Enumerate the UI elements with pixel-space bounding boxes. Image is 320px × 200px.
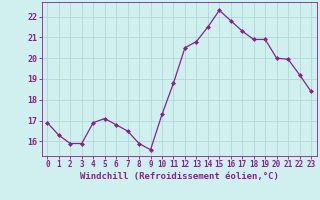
X-axis label: Windchill (Refroidissement éolien,°C): Windchill (Refroidissement éolien,°C) [80,172,279,181]
